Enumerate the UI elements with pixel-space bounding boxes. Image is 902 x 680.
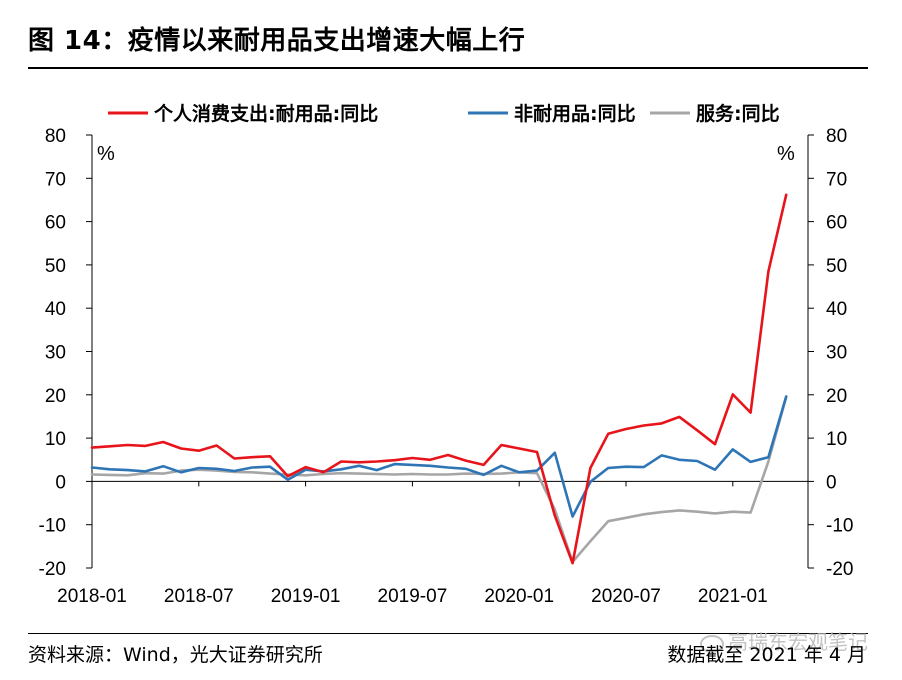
- wechat-icon: [700, 634, 724, 653]
- y-axis-unit-left: %: [97, 143, 115, 165]
- y-tick-label-right: 70: [826, 169, 847, 190]
- y-tick-label-right: 80: [826, 126, 847, 147]
- y-tick-label-left: 50: [45, 256, 66, 277]
- y-tick-label-left: 30: [45, 343, 66, 364]
- series-line-2: [90, 395, 788, 564]
- legend-label-2: 服务:同比: [696, 102, 780, 125]
- y-tick-label-left: 20: [45, 386, 66, 407]
- y-tick-label-right: 50: [826, 256, 847, 277]
- y-axis-unit-right: %: [777, 143, 795, 165]
- x-tick-label: 2020-01: [484, 586, 554, 607]
- y-tick-label-right: 60: [826, 213, 847, 234]
- x-tick-label: 2021-01: [698, 586, 768, 607]
- y-tick-label-left: -20: [39, 559, 66, 580]
- y-tick-label-right: 20: [826, 386, 847, 407]
- footer-rule: [28, 633, 868, 634]
- title-rule: [28, 67, 868, 69]
- y-tick-label-right: 40: [826, 299, 847, 320]
- axes: 80 80 70 70 60 60 50 50 40 40 30 30 20 20 10 10 0 0 -10 -10…: [39, 126, 854, 607]
- legend-label-1: 非耐用品:同比: [514, 103, 636, 125]
- x-tick-label: 2018-07: [164, 586, 234, 607]
- watermark-text: 高瑞东宏观笔记: [728, 630, 868, 654]
- data-cutoff-note: 数据截至 2021 年 4 月: [667, 644, 866, 666]
- y-tick-label-left: 10: [45, 429, 66, 450]
- y-tick-label-right: -10: [826, 516, 853, 537]
- figure-title: 图 14：疫情以来耐用品支出增速大幅上行: [28, 26, 526, 56]
- y-tick-label-left: -10: [39, 516, 66, 537]
- series-line-0: [90, 193, 788, 565]
- y-tick-label-left: 70: [45, 169, 66, 190]
- x-tick-label: 2020-07: [591, 586, 661, 607]
- x-tick-label: 2019-07: [378, 586, 448, 607]
- y-tick-label-left: 0: [55, 472, 66, 493]
- source-note: 资料来源：Wind，光大证券研究所: [28, 644, 323, 666]
- series-lines: [90, 193, 788, 565]
- y-tick-label-right: 0: [826, 472, 837, 493]
- watermark: 高瑞东宏观笔记: [700, 626, 868, 655]
- y-tick-label-right: 10: [826, 429, 847, 450]
- y-tick-label-right: -20: [826, 559, 853, 580]
- y-tick-label-left: 40: [45, 299, 66, 320]
- y-tick-label-left: 60: [45, 213, 66, 234]
- y-tick-label-right: 30: [826, 343, 847, 364]
- legend: 个人消费支出:耐用品:同比 非耐用品:同比 服务:同比: [108, 102, 780, 125]
- y-tick-label-left: 80: [45, 126, 66, 147]
- x-tick-label: 2019-01: [271, 586, 341, 607]
- legend-label-0: 个人消费支出:耐用品:同比: [153, 102, 378, 125]
- x-tick-label: 2018-01: [57, 586, 127, 607]
- series-line-1: [90, 395, 788, 518]
